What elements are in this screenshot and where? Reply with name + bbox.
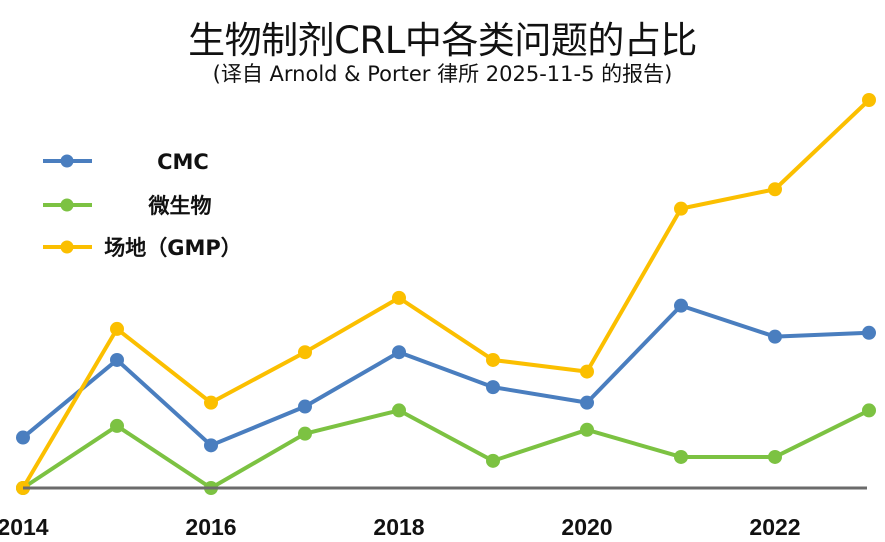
data-point-gmp-2021 <box>674 201 688 216</box>
x-tick-label: 2020 <box>561 514 612 540</box>
x-tick-labels: 2014 2016 2018 2020 2022 <box>0 514 801 540</box>
data-point-microbe-2017 <box>298 426 312 441</box>
legend-point-marker <box>60 240 74 254</box>
data-point-microbe-2018 <box>392 403 406 418</box>
data-point-gmp-2016 <box>204 395 218 410</box>
data-point-microbe-2023 <box>862 403 876 418</box>
data-point-microbe-2021 <box>674 449 688 464</box>
legend-item-cmc: CMC <box>43 150 209 174</box>
data-point-cmc-2014 <box>16 430 30 445</box>
series-cmc <box>16 298 876 453</box>
series-line-microbe <box>21 408 870 490</box>
data-point-gmp-2015 <box>110 321 124 336</box>
chart-subtitle: (译自 Arnold & Porter 律所 2025-11-5 的报告) <box>212 62 673 86</box>
x-tick-label: 2018 <box>373 514 424 540</box>
chart-title: 生物制剂CRL中各类问题的占比 <box>188 19 697 62</box>
data-point-cmc-2015 <box>110 352 124 367</box>
legend-item-gmp: 场地（GMP） <box>43 236 242 260</box>
data-point-gmp-2020 <box>580 364 594 379</box>
series-line-cmc <box>21 303 870 448</box>
series-gmp <box>16 93 876 495</box>
legend-point-marker <box>60 198 74 212</box>
data-point-gmp-2023 <box>862 93 876 107</box>
data-point-gmp-2018 <box>392 290 406 305</box>
series-line-gmp <box>21 98 871 490</box>
legend-label: 微生物 <box>148 194 212 218</box>
data-point-cmc-2018 <box>392 345 406 360</box>
data-point-cmc-2019 <box>486 380 500 395</box>
data-point-microbe-2022 <box>768 449 782 464</box>
data-point-cmc-2016 <box>204 438 218 453</box>
series-microbe <box>16 403 876 495</box>
data-point-cmc-2021 <box>674 298 688 313</box>
data-point-cmc-2020 <box>580 395 594 410</box>
data-point-gmp-2022 <box>768 182 782 197</box>
data-point-gmp-2019 <box>486 352 500 367</box>
data-point-microbe-2020 <box>580 422 594 437</box>
x-tick-label: 2014 <box>0 514 49 540</box>
data-point-cmc-2017 <box>298 399 312 414</box>
data-point-microbe-2019 <box>486 453 500 468</box>
series-layer <box>16 93 876 495</box>
legend-item-microbe: 微生物 <box>43 194 212 218</box>
legend-label: CMC <box>157 150 209 174</box>
x-tick-label: 2016 <box>185 514 236 540</box>
data-point-cmc-2023 <box>862 325 876 340</box>
data-point-cmc-2022 <box>768 329 782 344</box>
data-point-gmp-2017 <box>298 345 312 360</box>
x-tick-label: 2022 <box>749 514 800 540</box>
legend-label: 场地（GMP） <box>104 236 242 260</box>
data-point-microbe-2015 <box>110 418 124 433</box>
legend-point-marker <box>60 154 74 168</box>
